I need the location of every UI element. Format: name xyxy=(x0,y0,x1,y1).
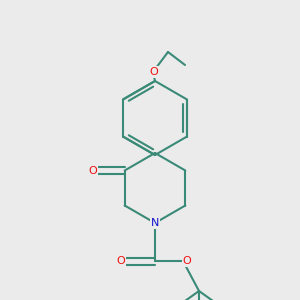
Text: O: O xyxy=(183,256,191,266)
Text: O: O xyxy=(117,256,125,266)
Text: O: O xyxy=(150,67,158,77)
Text: O: O xyxy=(88,166,97,176)
Text: N: N xyxy=(151,218,159,228)
